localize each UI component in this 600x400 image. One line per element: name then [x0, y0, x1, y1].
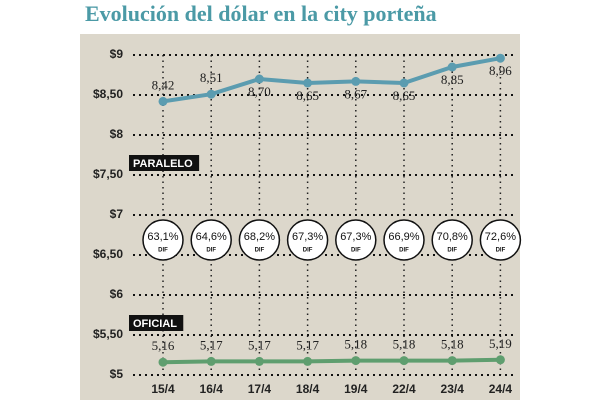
- difference-badge: [335, 219, 377, 261]
- y-tick-label: $6,50: [93, 247, 123, 261]
- point: [303, 356, 313, 366]
- difference-label: 63,1%: [147, 231, 178, 243]
- y-tick-label: $7,50: [93, 167, 123, 181]
- x-tick-label: 24/4: [489, 382, 513, 396]
- difference-unit: DIF: [447, 248, 457, 254]
- difference-unit: DIF: [255, 248, 265, 254]
- value-label: 8,67: [344, 86, 367, 101]
- value-label: 5,17: [200, 337, 223, 352]
- difference-label: 67,3%: [340, 231, 371, 243]
- point: [495, 355, 505, 365]
- difference-label: 72,6%: [485, 231, 516, 243]
- y-tick-label: $5: [110, 367, 124, 381]
- point: [303, 78, 313, 88]
- point: [351, 356, 361, 366]
- value-label: 8,65: [393, 88, 416, 103]
- value-label: 8,85: [441, 72, 464, 87]
- y-tick-label: $8,50: [93, 87, 123, 101]
- y-tick-label: $5,50: [93, 327, 123, 341]
- y-tick-label: $8: [110, 127, 124, 141]
- value-label: 5,16: [152, 338, 175, 353]
- value-label: 5,18: [344, 337, 367, 352]
- difference-unit: DIF: [351, 248, 361, 254]
- x-tick-label: 18/4: [296, 382, 320, 396]
- point: [447, 356, 457, 366]
- x-tick-label: 17/4: [248, 382, 272, 396]
- series-tag: PARALELO: [129, 155, 200, 171]
- difference-badge: [142, 219, 184, 261]
- series-tag-box: [129, 155, 200, 171]
- point: [158, 96, 168, 106]
- value-label: 5,17: [248, 337, 271, 352]
- series-tag-label: PARALELO: [133, 158, 193, 170]
- point: [206, 89, 216, 99]
- value-label: 5,19: [489, 336, 512, 351]
- difference-badge: [479, 219, 522, 261]
- point: [351, 76, 361, 86]
- point: [495, 53, 505, 63]
- value-label: 8,65: [296, 88, 319, 103]
- series-tag-label: OFICIAL: [133, 318, 177, 330]
- point: [399, 78, 409, 88]
- difference-label: 67,3%: [292, 231, 323, 243]
- value-label: 8,51: [200, 70, 223, 85]
- difference-unit: DIF: [158, 248, 168, 254]
- difference-badge: [286, 219, 329, 261]
- y-tick-label: $6: [110, 287, 124, 301]
- difference-unit: DIF: [496, 248, 506, 254]
- difference-unit: DIF: [206, 248, 216, 254]
- series-tag-box: [129, 315, 184, 331]
- value-label: 5,17: [296, 337, 319, 352]
- x-tick-label: 16/4: [200, 382, 224, 396]
- series-tag: OFICIAL: [129, 315, 184, 331]
- x-tick-label: 15/4: [151, 382, 175, 396]
- point: [254, 356, 264, 366]
- x-tick-label: 19/4: [344, 382, 368, 396]
- value-label: 5,18: [393, 337, 416, 352]
- y-tick-label: $7: [110, 207, 124, 221]
- difference-label: 70,8%: [437, 231, 468, 243]
- difference-label: 68,2%: [244, 231, 275, 243]
- point: [447, 62, 457, 72]
- difference-badge: [431, 219, 473, 261]
- difference-badge: [383, 219, 425, 261]
- point: [206, 356, 216, 366]
- chart-title: Evolución del dólar en la city porteña: [85, 1, 437, 26]
- series-line: [162, 56, 501, 104]
- series-line: [162, 357, 501, 365]
- difference-label: 64,6%: [196, 231, 227, 243]
- value-label: 5,18: [441, 337, 464, 352]
- difference-badge: [190, 219, 232, 261]
- value-label: 8,96: [489, 63, 512, 78]
- point: [399, 356, 409, 366]
- y-tick-label: $9: [110, 47, 124, 61]
- difference-unit: DIF: [303, 248, 313, 254]
- difference-unit: DIF: [399, 248, 409, 254]
- point: [254, 74, 264, 84]
- x-tick-label: 23/4: [441, 382, 465, 396]
- difference-badge: [238, 219, 281, 261]
- point: [158, 357, 168, 367]
- difference-label: 66,9%: [388, 231, 419, 243]
- x-tick-label: 22/4: [392, 382, 416, 396]
- value-label: 8,70: [248, 84, 271, 99]
- value-label: 8,42: [152, 77, 175, 92]
